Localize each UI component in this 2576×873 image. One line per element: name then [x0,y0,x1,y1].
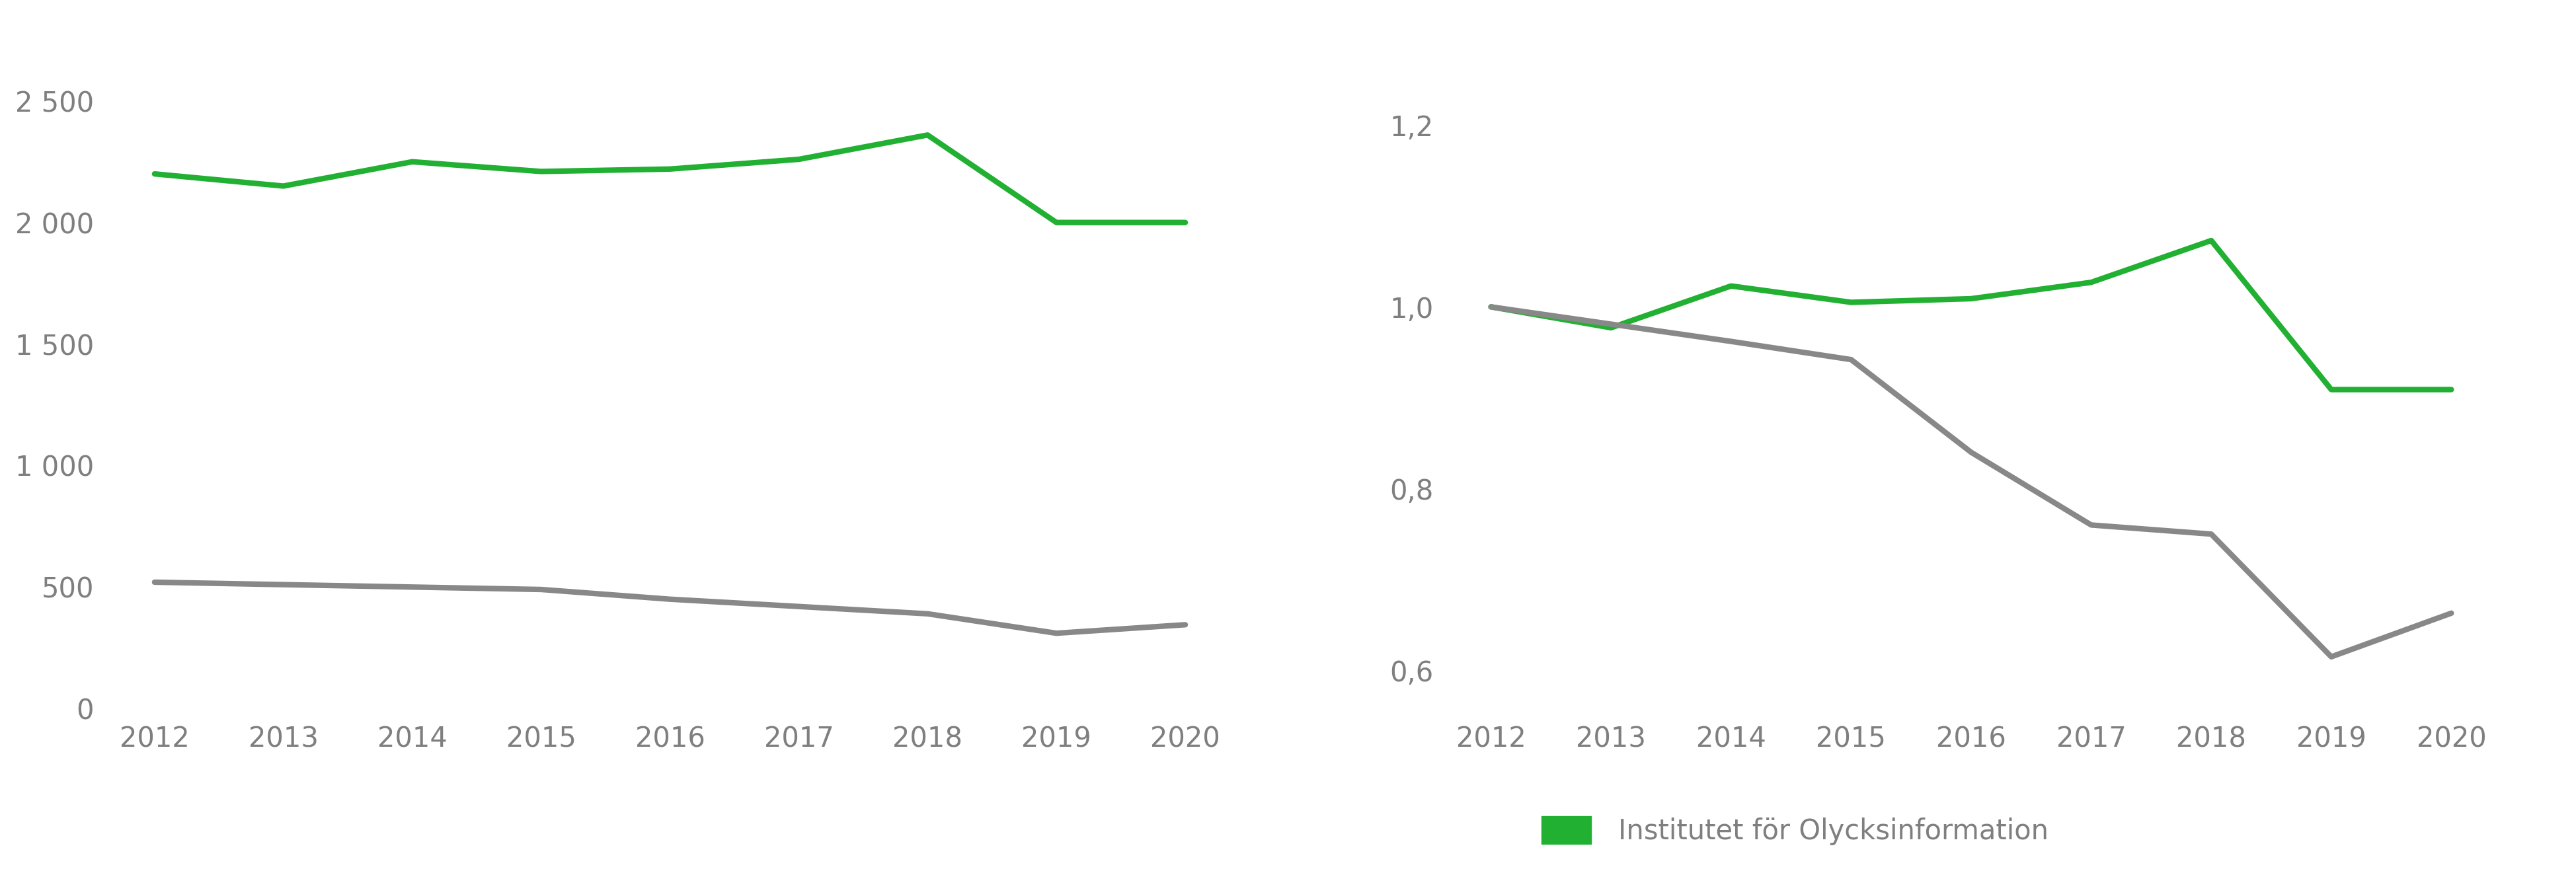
Legend: Institutet för Olycksinformation, Statistikcentralen: Institutet för Olycksinformation, Statis… [1540,816,2048,873]
